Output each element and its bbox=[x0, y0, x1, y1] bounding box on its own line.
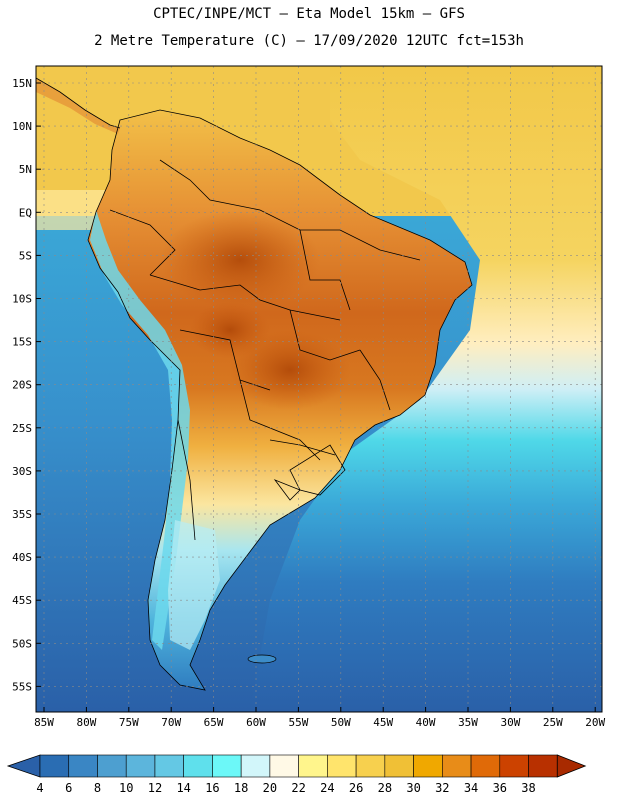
colorbar-swatch bbox=[298, 754, 328, 778]
colorbar-label: 26 bbox=[349, 781, 363, 795]
colorbar-label: 28 bbox=[378, 781, 392, 795]
lon-label: 25W bbox=[543, 716, 563, 729]
lat-label: 10S bbox=[12, 293, 32, 306]
colorbar-swatch bbox=[240, 754, 271, 778]
lat-label: 15S bbox=[12, 336, 32, 349]
colorbar-swatch bbox=[39, 754, 70, 778]
atlantic-ocean bbox=[250, 66, 602, 712]
lat-label: 50S bbox=[12, 637, 32, 650]
colorbar-label: 14 bbox=[176, 781, 190, 795]
colorbar-swatch bbox=[68, 754, 98, 778]
lat-label: 45S bbox=[12, 594, 32, 607]
longitude-labels: 85W 80W 75W 70W 65W 60W 55W 50W 45W 40W 35W 30W 25W 2… bbox=[34, 707, 606, 729]
lon-label: 75W bbox=[119, 716, 139, 729]
lat-label: 5S bbox=[19, 249, 32, 262]
country-borders bbox=[36, 77, 473, 691]
colorbar-low-arrow bbox=[6, 754, 41, 778]
lon-label: 40W bbox=[416, 716, 436, 729]
colorbar-high-arrow bbox=[556, 754, 587, 778]
lat-label: 35S bbox=[12, 508, 32, 521]
colorbar-label: 20 bbox=[263, 781, 277, 795]
lat-label: 55S bbox=[12, 680, 32, 693]
colorbar-label: 10 bbox=[119, 781, 133, 795]
colorbar-swatch bbox=[470, 754, 501, 778]
latitude-labels: 15N 10N 5N EQ 5S 10S 15S 20S 25S 30S 35S 40S 45S 50S 5… bbox=[12, 77, 41, 693]
colorbar-label: 18 bbox=[234, 781, 248, 795]
colorbar-swatch bbox=[528, 754, 558, 778]
colorbar-label: 22 bbox=[291, 781, 305, 795]
lat-label: EQ bbox=[19, 206, 32, 219]
colorbar-swatch bbox=[269, 754, 299, 778]
lon-label: 30W bbox=[500, 716, 520, 729]
colorbar-labels: 4 6 8 10 12 14 16 18 20 22 24 26 28 30 32 34 36 38 bbox=[36, 781, 535, 795]
lon-label: 65W bbox=[204, 716, 224, 729]
lat-label: 10N bbox=[12, 120, 32, 133]
colorbar-swatch bbox=[154, 754, 184, 778]
colorbar-label: 16 bbox=[205, 781, 219, 795]
colorbar-label: 8 bbox=[94, 781, 101, 795]
lat-label: 15N bbox=[12, 77, 32, 90]
colorbar-label: 34 bbox=[464, 781, 478, 795]
lat-label: 20S bbox=[12, 379, 32, 392]
andes-cool-strip bbox=[90, 210, 190, 650]
map-frame bbox=[35, 65, 603, 713]
colorbar-label: 38 bbox=[521, 781, 535, 795]
lon-label: 85W bbox=[34, 716, 54, 729]
chart-title-line2: 2 Metre Temperature (C) – 17/09/2020 12U… bbox=[94, 33, 524, 49]
colorbar-swatch bbox=[97, 754, 127, 778]
colorbar-swatch bbox=[355, 754, 386, 778]
colorbar-label: 6 bbox=[65, 781, 72, 795]
map-field bbox=[36, 66, 602, 712]
lon-label: 80W bbox=[76, 716, 96, 729]
colorbar-swatch bbox=[384, 754, 414, 778]
lon-label: 50W bbox=[331, 716, 351, 729]
colorbar-swatch bbox=[499, 754, 529, 778]
colorbar-label: 32 bbox=[435, 781, 449, 795]
colorbar-label: 4 bbox=[36, 781, 43, 795]
colorbar-label: 24 bbox=[320, 781, 334, 795]
lat-label: 5N bbox=[19, 163, 32, 176]
colorbar-swatch bbox=[212, 754, 242, 778]
lat-label: 25S bbox=[12, 422, 32, 435]
colorbar-swatch bbox=[125, 754, 156, 778]
colorbar-swatch bbox=[442, 754, 472, 778]
lon-label: 60W bbox=[246, 716, 266, 729]
colorbar-label: 12 bbox=[148, 781, 162, 795]
lon-label: 70W bbox=[161, 716, 181, 729]
lon-label: 45W bbox=[373, 716, 393, 729]
chart-title-line1: CPTEC/INPE/MCT – Eta Model 15km – GFS bbox=[153, 6, 465, 22]
lat-label: 40S bbox=[12, 551, 32, 564]
colorbar-label: 30 bbox=[406, 781, 420, 795]
colorbar-swatch bbox=[183, 754, 213, 778]
lon-label: 20W bbox=[585, 716, 605, 729]
colorbar-swatch bbox=[413, 754, 443, 778]
lon-label: 35W bbox=[458, 716, 478, 729]
lat-label: 30S bbox=[12, 465, 32, 478]
colorbar bbox=[6, 754, 587, 778]
colorbar-swatch bbox=[327, 754, 357, 778]
lon-label: 55W bbox=[288, 716, 308, 729]
grid-lines bbox=[36, 66, 602, 712]
colorbar-label: 36 bbox=[493, 781, 507, 795]
